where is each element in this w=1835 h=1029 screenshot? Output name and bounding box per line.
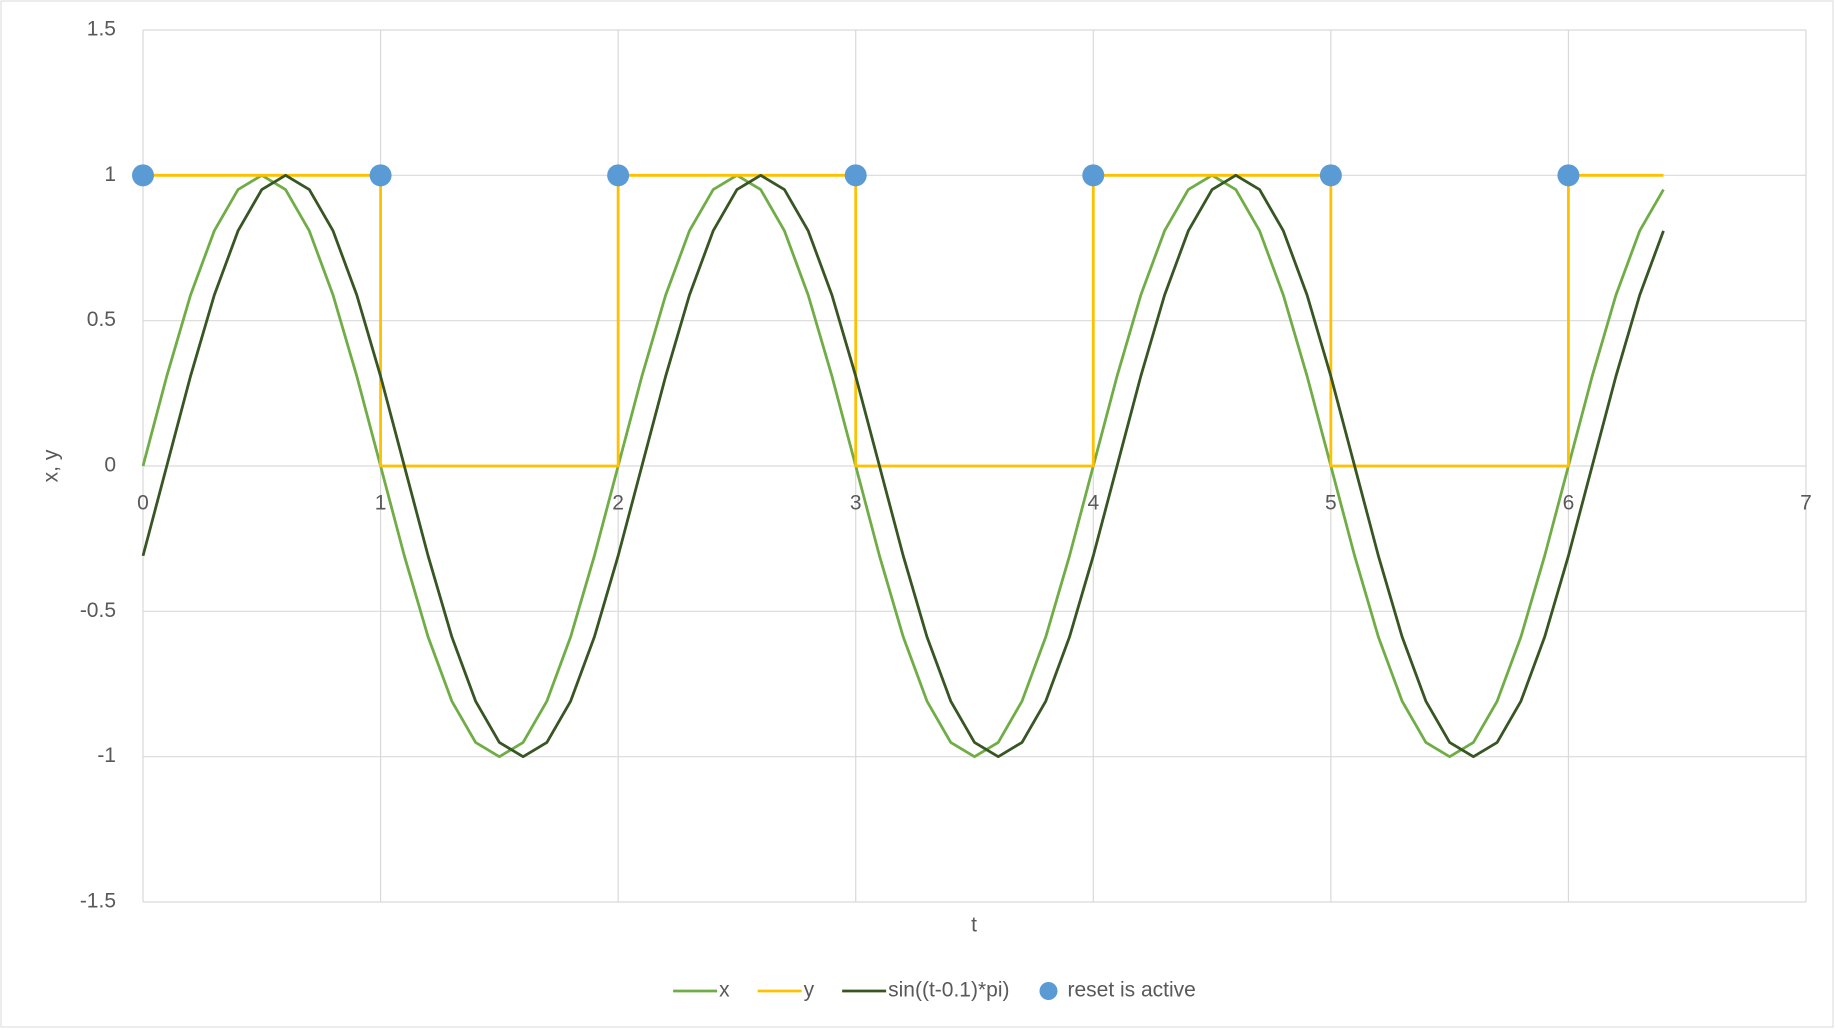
line-series [141,173,1665,759]
scatter-point [369,164,392,187]
legend-label: x [719,979,730,1002]
legend-item: x [673,979,730,1002]
line-series [141,173,1665,759]
line-series [143,173,1664,468]
y-tick-label: 0 [104,454,116,477]
x-tick-label: 5 [1325,492,1337,515]
x-tick-label: 0 [137,492,149,515]
legend-item: sin((t-0.1)*pi) [842,979,1009,1002]
legend-label: y [804,979,815,1002]
scatter-point [132,164,154,187]
y-tick-label: -0.5 [80,599,116,622]
x-tick-label: 3 [850,492,862,515]
scatter-point [1557,164,1580,187]
x-tick-label: 7 [1800,492,1812,515]
x-tick-label: 4 [1087,492,1099,515]
x-axis-title: t [971,914,977,937]
y-tick-label: -1 [97,744,116,767]
scatter-point [1082,164,1105,187]
y-tick-label: -1.5 [80,890,116,913]
scatter-point [607,164,630,187]
x-tick-label: 1 [375,492,387,515]
x-tick-label: 2 [612,492,624,515]
y-axis-title: x, y [40,449,63,482]
legend-marker [1039,982,1058,1000]
legend-label: sin((t-0.1)*pi) [888,979,1009,1002]
legend-label: reset is active [1067,979,1195,1002]
scatter-point [1319,164,1342,187]
plot-area [132,164,1665,759]
x-tick-label: 6 [1563,492,1575,515]
legend: x y sin((t-0.1)*pi) reset is active [673,979,1196,1002]
scatter-point [844,164,867,187]
y-tick-label: 1 [104,163,116,186]
y-tick-label: 1.5 [87,18,116,41]
legend-item: reset is active [1039,979,1196,1002]
legend-item: y [757,979,815,1002]
y-tick-label: 0.5 [87,308,116,331]
